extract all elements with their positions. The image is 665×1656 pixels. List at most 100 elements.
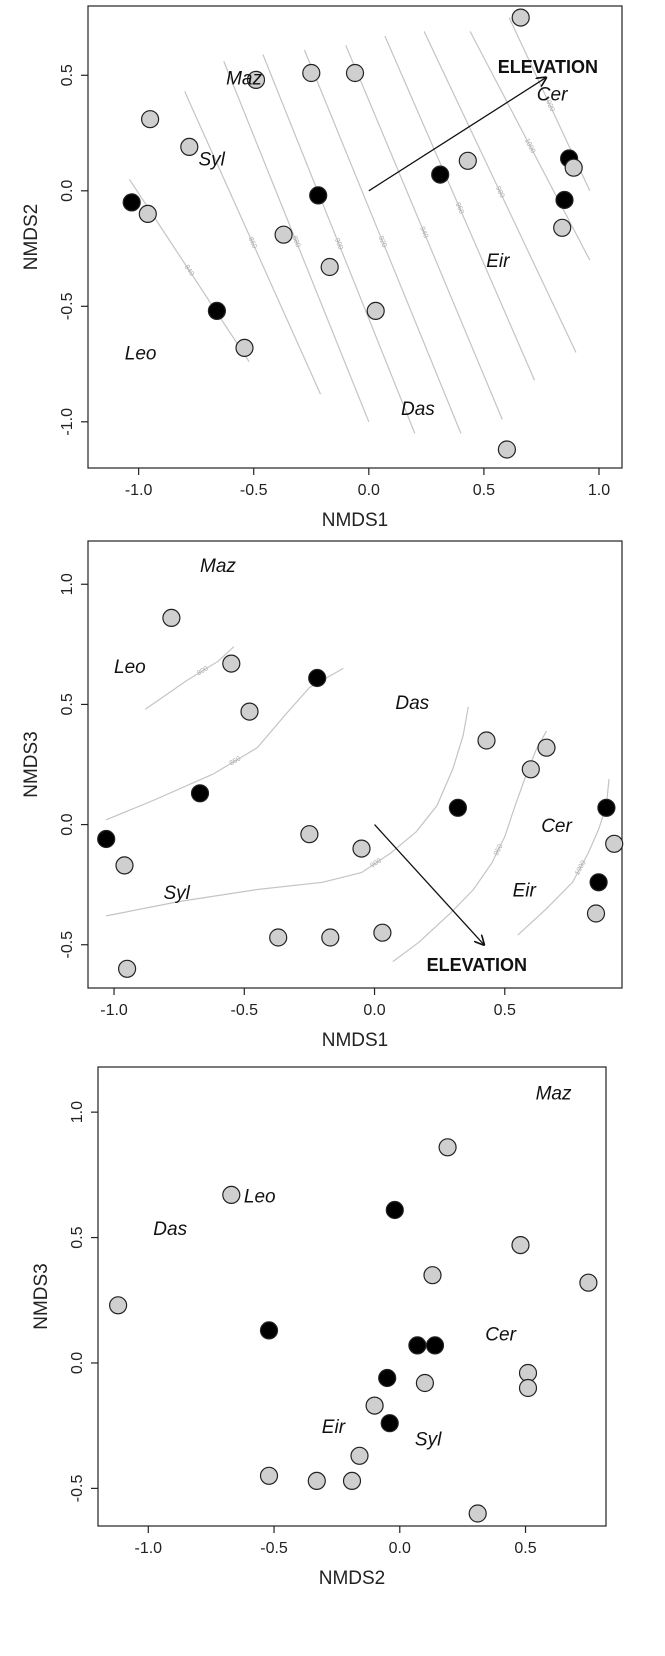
plot-frame [87,540,623,989]
site-point-gray [222,1185,241,1205]
site-point-gray [138,204,157,223]
y-tick-label: -0.5 [59,292,76,320]
group-label-eir: Eir [513,881,537,902]
y-tick-label: -1.0 [59,408,76,436]
x-axis-title: NMDS2 [319,1568,386,1589]
site-point-black [597,798,616,817]
group-label-syl: Syl [164,883,191,904]
site-point-black [97,829,116,849]
site-point-gray [511,8,530,27]
site-point-gray [477,731,496,750]
group-label-das: Das [153,1219,187,1240]
site-point-gray [537,738,556,757]
contour-level-label: 950 [493,843,504,857]
site-point-gray [162,608,181,628]
site-point-black [408,1336,427,1355]
elevation-vector-label: ELEVATION [498,57,598,77]
site-point-gray [468,1504,487,1523]
site-point-gray [415,1373,434,1393]
site-point-gray [352,839,371,858]
site-point-gray [423,1266,442,1285]
x-axis-title: NMDS1 [322,510,389,531]
site-point-gray [458,151,477,170]
elevation-contour-line [106,706,469,917]
y-tick-label: -0.5 [69,1475,86,1503]
site-point-black [448,798,467,817]
site-point-black [309,186,328,205]
site-point-gray [117,959,137,978]
y-tick-label: 0.5 [69,1226,86,1248]
site-point-black [385,1200,404,1220]
site-point-gray [373,923,392,942]
elevation-contour-line [469,31,591,261]
site-point-gray [246,70,266,90]
site-point-gray [320,257,339,277]
site-point-black [207,301,226,320]
x-tick-label: 0.0 [358,482,380,499]
site-point-gray [274,225,293,244]
site-point-gray [302,63,321,83]
site-point-gray [350,1446,369,1465]
site-point-gray [553,218,572,237]
site-point-gray [180,137,199,156]
contour-level-label: 900 [333,237,344,251]
elevation-contour-line [262,54,416,434]
plot-frame [87,5,623,469]
x-tick-label: 0.5 [514,1540,536,1557]
site-point-gray [300,825,319,844]
group-label-cer: Cer [485,1324,516,1345]
site-point-gray [366,301,385,320]
y-tick-label: 0.5 [59,693,76,715]
elevation-vector-arrow [374,824,484,945]
x-axis-title: NMDS1 [322,1030,389,1051]
group-label-eir: Eir [486,251,510,272]
site-point-black [122,193,141,212]
x-tick-label: 0.5 [494,1002,516,1019]
x-tick-label: 1.0 [588,482,610,499]
group-label-maz: Maz [536,1084,572,1105]
elevation-contour-line [303,49,462,434]
y-tick-label: 0.5 [59,64,76,86]
contour-level-label: 920 [377,235,388,249]
site-point-black [308,668,327,688]
site-point-gray [240,702,259,721]
site-point-gray [518,1378,538,1398]
x-tick-label: -1.0 [100,1002,128,1019]
group-label-maz: Maz [200,556,236,577]
group-label-syl: Syl [415,1430,442,1451]
x-tick-label: -0.5 [240,482,268,499]
plot-frame [97,1066,607,1527]
site-point-black [378,1368,397,1388]
site-point-gray [579,1273,598,1292]
y-tick-label: 1.0 [59,573,76,595]
site-point-black [190,784,210,803]
elevation-contour-line [423,31,577,353]
group-label-leo: Leo [125,343,157,364]
site-point-gray [342,1471,362,1491]
x-tick-label: -0.5 [231,1002,259,1019]
contour-level-label: 960 [454,202,465,216]
group-label-das: Das [401,399,435,420]
contour-level-label: 880 [290,235,301,249]
site-point-gray [365,1396,384,1415]
site-point-black [589,873,608,892]
site-point-gray [108,1296,128,1315]
site-point-gray [605,834,624,853]
y-axis-title: NMDS3 [21,731,42,798]
elevation-contour-line [384,35,536,381]
site-point-gray [235,338,254,357]
x-tick-label: 0.5 [473,482,495,499]
site-point-black [425,1336,445,1355]
x-tick-label: -1.0 [135,1540,163,1557]
site-point-gray [141,110,160,129]
site-point-gray [115,856,134,875]
elevation-contour-line [105,667,344,821]
site-point-black [555,190,574,210]
contour-level-label: 1000 [574,859,588,876]
elevation-contour-line [223,61,370,423]
x-tick-label: -1.0 [125,482,153,499]
elevation-vector-label: ELEVATION [427,955,527,975]
